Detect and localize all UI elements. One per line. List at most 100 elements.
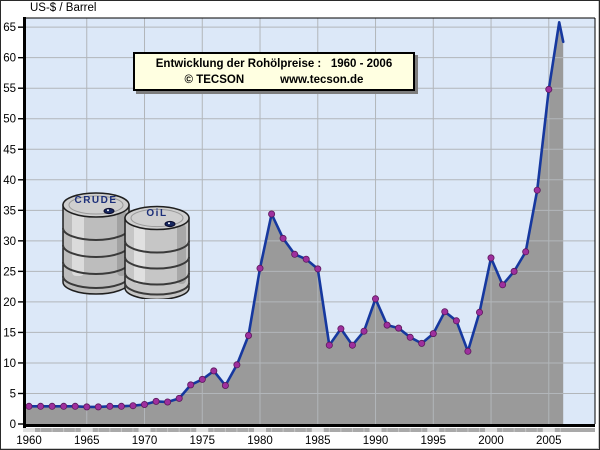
chart-subtitle: © TECSON www.tecson.de [185, 72, 364, 88]
data-point [94, 403, 102, 411]
y-axis-label: 0 [10, 419, 16, 431]
y-axis-label: 10 [3, 358, 16, 370]
y-axis-label: 45 [3, 144, 16, 156]
data-point [48, 402, 56, 410]
x-major-tick [485, 428, 498, 432]
barrel-crude: CRUDE [62, 192, 130, 295]
x-axis-line [23, 424, 595, 427]
chart-title-box: Entwicklung der Rohölpreise : 1960 - 200… [133, 52, 415, 91]
x-axis-label: 2000 [478, 435, 504, 447]
y-axis-unit-label: US-$ / Barrel [30, 2, 97, 14]
data-point [302, 255, 310, 263]
data-point [337, 325, 345, 333]
data-point [441, 308, 449, 316]
price-area-fill [26, 22, 564, 425]
data-point [152, 397, 160, 405]
data-point [429, 330, 437, 338]
x-axis-label: 1980 [247, 435, 273, 447]
data-point [522, 248, 530, 256]
data-point [348, 341, 356, 349]
y-axis-label: 40 [3, 175, 16, 187]
x-major-tick [138, 428, 151, 432]
barrel-shade [117, 210, 126, 276]
x-major-tick [196, 428, 209, 432]
website-link[interactable]: www.tecson.de [280, 73, 364, 86]
data-point [533, 186, 541, 194]
data-point [371, 295, 379, 303]
x-major-tick [254, 428, 267, 432]
y-axis-label: 50 [3, 114, 16, 126]
data-point [383, 321, 391, 329]
data-point [244, 331, 252, 339]
x-major-tick [369, 428, 382, 432]
x-axis-label: 2005 [536, 435, 562, 447]
data-point [129, 402, 137, 410]
data-point [325, 341, 333, 349]
barrel-oil-label: OiL [146, 208, 167, 219]
y-axis-label: 60 [3, 53, 16, 65]
data-point [164, 398, 172, 406]
x-axis-label: 1990 [363, 435, 389, 447]
barrel-bung [103, 207, 115, 215]
data-point [25, 402, 33, 410]
x-axis-label: 1965 [74, 435, 100, 447]
barrel-highlight [134, 224, 145, 284]
x-axis-label: 1970 [132, 435, 158, 447]
data-point [71, 402, 79, 410]
data-point [464, 347, 472, 355]
data-point [406, 333, 414, 341]
barrel-highlight [72, 210, 84, 276]
y-axis-label: 65 [3, 22, 16, 34]
x-major-tick [23, 428, 36, 432]
data-point [360, 327, 368, 335]
data-point [499, 281, 507, 289]
data-point [475, 308, 483, 316]
data-point [210, 367, 218, 375]
data-point [106, 402, 114, 410]
x-major-tick [311, 428, 324, 432]
data-point [256, 264, 264, 272]
oil-barrels-illustration: CRUDE OiL [62, 192, 190, 299]
data-point [510, 267, 518, 275]
data-point [545, 85, 553, 93]
x-major-tick [542, 428, 555, 432]
chart-title: Entwicklung der Rohölpreise : 1960 - 200… [155, 57, 393, 70]
data-point [233, 361, 241, 369]
x-axis-label: 1975 [189, 435, 215, 447]
y-axis-label: 30 [3, 236, 16, 248]
data-point [452, 317, 460, 325]
barrel-shade [177, 224, 186, 284]
data-point [221, 381, 229, 389]
data-point [314, 265, 322, 273]
data-point [83, 403, 91, 411]
barrel-bung [164, 220, 176, 228]
data-point [187, 381, 195, 389]
data-point [117, 402, 125, 410]
y-axis-label: 35 [3, 205, 16, 217]
data-point [60, 402, 68, 410]
y-axis-label: 55 [3, 83, 16, 95]
x-major-tick [80, 428, 93, 432]
data-point [395, 324, 403, 332]
x-axis-tick-strip [23, 428, 595, 432]
data-point [198, 375, 206, 383]
x-axis-label: 1995 [420, 435, 446, 447]
y-axis-label: 20 [3, 297, 16, 309]
data-point [175, 394, 183, 402]
y-axis-label: 15 [3, 327, 16, 339]
barrel-crude-label: CRUDE [74, 195, 117, 206]
x-axis-label: 1985 [305, 435, 331, 447]
copyright-text: © TECSON [184, 73, 245, 86]
data-point [140, 400, 148, 408]
data-point [487, 254, 495, 262]
data-point [37, 402, 45, 410]
y-axis-label: 5 [10, 388, 16, 400]
y-axis-line [23, 17, 26, 428]
x-major-tick [427, 428, 440, 432]
barrel-oil: OiL [124, 205, 190, 299]
y-axis-label: 25 [3, 266, 16, 278]
x-axis-label: 1960 [16, 435, 42, 447]
data-point [268, 210, 276, 218]
data-point [418, 339, 426, 347]
